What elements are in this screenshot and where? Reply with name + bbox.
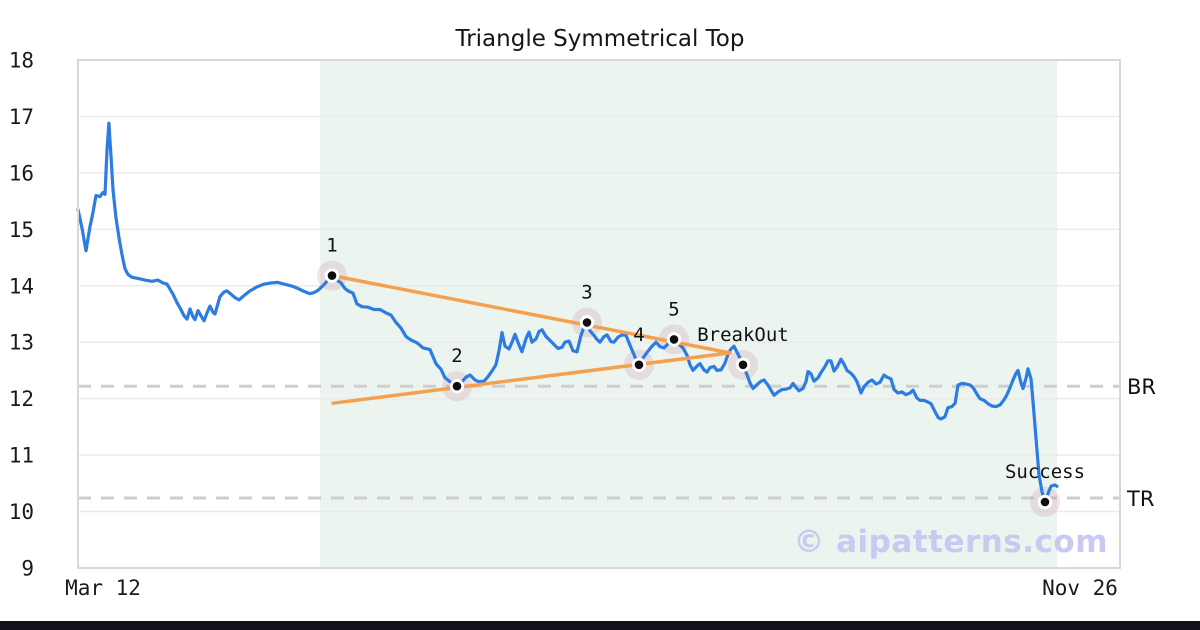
annotation-label-5: 5 <box>668 298 679 320</box>
marker-point-3 <box>582 318 592 327</box>
marker-point-2 <box>452 381 462 391</box>
pattern-shaded-region <box>320 60 1058 568</box>
y-tick-label: 17 <box>9 105 34 129</box>
y-tick-label: 15 <box>9 218 34 242</box>
y-tick-label: 13 <box>9 331 34 355</box>
annotation-label-2: 2 <box>451 345 462 367</box>
annotation-label-4: 4 <box>633 324 644 346</box>
trendline-upper <box>330 273 732 355</box>
y-tick-label: 16 <box>9 161 34 185</box>
plot-border <box>77 59 1121 569</box>
y-tick-label: 9 <box>21 557 34 581</box>
marker-point-1 <box>327 271 337 280</box>
bottom-accent-bar <box>0 621 1200 630</box>
chart-title: Triangle Symmetrical Top <box>455 26 745 52</box>
marker-point-breakout <box>738 360 748 370</box>
trendline-lower <box>331 351 732 405</box>
annotation-label-1: 1 <box>326 235 337 257</box>
y-tick-label: 11 <box>9 444 34 468</box>
level-label-br: BR <box>1127 375 1156 399</box>
price-line <box>76 121 1059 504</box>
y-tick-label: 18 <box>9 49 34 73</box>
annotation-label-3: 3 <box>581 282 592 304</box>
marker-point-success <box>1040 497 1050 507</box>
marker-point-5 <box>669 335 679 344</box>
x-tick-label: Nov 26 <box>1042 576 1118 600</box>
annotation-label-breakout: BreakOut <box>697 324 789 346</box>
watermark: © aipatterns.com <box>793 524 1108 560</box>
annotation-label-success: Success <box>1005 461 1085 483</box>
y-tick-label: 12 <box>9 387 34 411</box>
y-tick-label: 10 <box>9 500 34 524</box>
marker-point-4 <box>634 360 644 370</box>
y-tick-label: 14 <box>9 274 34 298</box>
level-label-tr: TR <box>1126 487 1154 511</box>
x-tick-label: Mar 12 <box>65 576 141 600</box>
